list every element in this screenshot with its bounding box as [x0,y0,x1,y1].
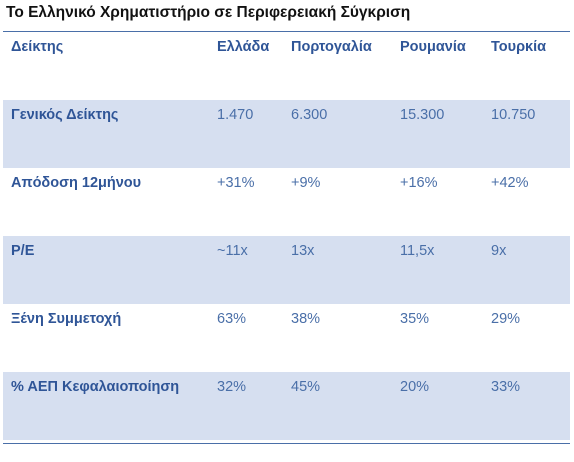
cell-portugal: 6.300 [291,100,400,168]
comparison-table: Δείκτης Ελλάδα Πορτογαλία Ρουμανία Τουρκ… [3,31,570,440]
row-label: % ΑΕΠ Κεφαλαιοποίηση [3,372,217,440]
table-row: Γενικός Δείκτης 1.470 6.300 15.300 10.75… [3,100,570,168]
table-row: % ΑΕΠ Κεφαλαιοποίηση 32% 45% 20% 33% [3,372,570,440]
cell-romania: 20% [400,372,491,440]
table-row: Απόδοση 12μήνου +31% +9% +16% +42% [3,168,570,236]
row-label: Ξένη Συμμετοχή [11,311,122,327]
row-label: Γενικός Δείκτης [3,100,217,168]
cell-portugal: 38% [291,311,321,327]
cell-romania: +16% [400,175,438,191]
cell-turkey: 10.750 [491,100,570,168]
header-romania: Ρουμανία [400,39,466,55]
cell-portugal: +9% [291,175,321,191]
cell-turkey: 29% [491,311,521,327]
cell-portugal: 13x [291,236,400,304]
comparison-table-container: Δείκτης Ελλάδα Πορτογαλία Ρουμανία Τουρκ… [3,31,570,440]
header-indicator: Δείκτης [11,39,64,55]
cell-turkey: +42% [491,175,529,191]
table-row: Ξένη Συμμετοχή 63% 38% 35% 29% [3,304,570,372]
row-label: P/E [3,236,217,304]
header-turkey: Τουρκία [491,39,547,55]
cell-romania: 11,5x [400,236,491,304]
table-row: P/E ~11x 13x 11,5x 9x [3,236,570,304]
cell-greece: 1.470 [217,100,291,168]
header-portugal: Πορτογαλία [291,39,372,55]
document-title: Το Ελληνικό Χρηματιστήριο σε Περιφερειακ… [6,4,411,21]
cell-greece: 63% [217,311,247,327]
cell-greece: ~11x [217,236,291,304]
table-top-rule [3,31,570,32]
cell-greece: +31% [217,175,255,191]
cell-romania: 15.300 [400,100,491,168]
table-header-row: Δείκτης Ελλάδα Πορτογαλία Ρουμανία Τουρκ… [3,31,570,100]
cell-romania: 35% [400,311,430,327]
cell-turkey: 33% [491,372,570,440]
header-greece: Ελλάδα [217,39,270,55]
cell-greece: 32% [217,372,291,440]
cell-portugal: 45% [291,372,400,440]
cell-turkey: 9x [491,236,570,304]
row-label: Απόδοση 12μήνου [11,175,142,191]
table-bottom-rule [3,443,570,444]
